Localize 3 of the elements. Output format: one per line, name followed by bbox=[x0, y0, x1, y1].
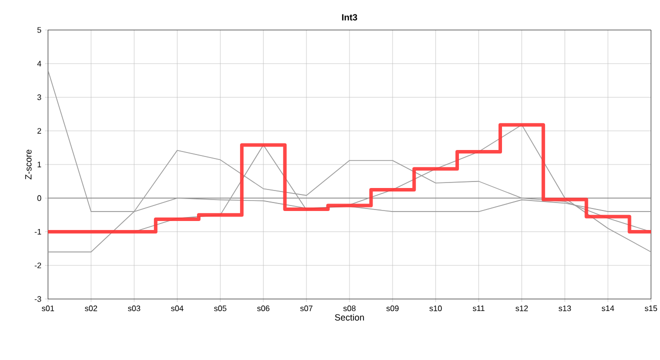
x-axis-title: Section bbox=[334, 314, 364, 321]
y-axis-title: Z-score bbox=[25, 150, 32, 180]
chart-title: Int3 bbox=[342, 14, 358, 20]
